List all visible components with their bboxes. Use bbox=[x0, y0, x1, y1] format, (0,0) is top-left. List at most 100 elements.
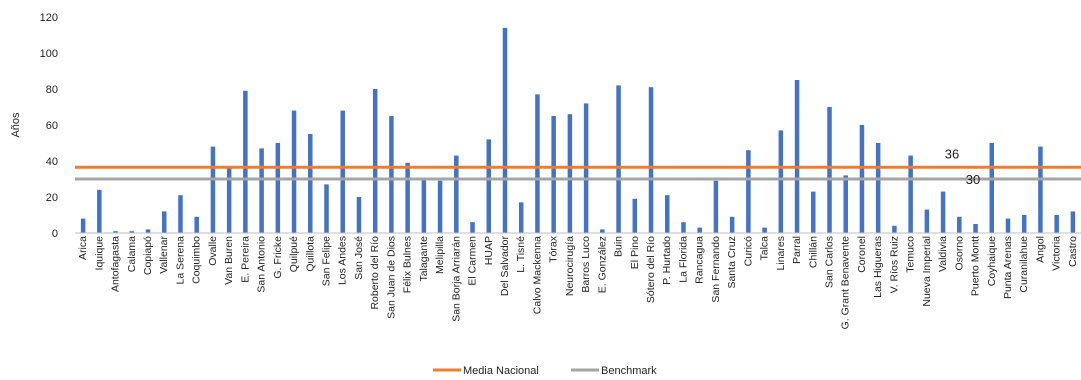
legend-label: Benchmark bbox=[601, 365, 657, 377]
bar bbox=[1038, 146, 1043, 233]
x-tick-label: Angol bbox=[1034, 236, 1046, 263]
bar bbox=[1054, 215, 1059, 233]
bar bbox=[535, 94, 540, 234]
bar bbox=[632, 198, 638, 233]
y-tick-label: 40 bbox=[46, 156, 58, 168]
bar bbox=[259, 148, 264, 233]
bar bbox=[389, 116, 394, 233]
bar bbox=[567, 114, 573, 233]
bar bbox=[713, 180, 719, 233]
bar bbox=[421, 179, 427, 233]
x-tick-label: HUAP bbox=[483, 236, 495, 265]
bar bbox=[324, 184, 329, 233]
x-tick-label: Buin bbox=[613, 236, 625, 257]
bar bbox=[1021, 215, 1027, 233]
bar bbox=[924, 209, 930, 233]
x-tick-label: Victoria bbox=[1051, 236, 1063, 271]
x-tick-label: Curicó bbox=[742, 236, 754, 267]
reference-lines: 36 30 bbox=[75, 146, 1081, 187]
x-tick-label: Santa Cruz bbox=[726, 236, 738, 289]
bar bbox=[80, 218, 86, 233]
x-tick-label: Vallenar bbox=[158, 236, 170, 274]
x-tick-label: San Felipe bbox=[321, 236, 333, 286]
x-tick-label: San Fernando bbox=[710, 236, 722, 303]
bar bbox=[113, 231, 118, 233]
x-tick-label: Melipilla bbox=[434, 236, 446, 274]
bar bbox=[275, 143, 281, 233]
y-axis-title: Años bbox=[10, 112, 22, 138]
bar bbox=[908, 155, 913, 233]
x-tick-label: Coquimbo bbox=[191, 236, 203, 284]
bar bbox=[600, 229, 605, 233]
x-tick-label: Puerto Montt bbox=[970, 236, 982, 296]
x-tick-label: Roberto del Río bbox=[369, 236, 381, 310]
bar bbox=[664, 195, 670, 233]
x-tick-label: San Antonio bbox=[256, 236, 268, 293]
bar bbox=[145, 229, 151, 233]
bar bbox=[226, 168, 232, 233]
x-tick-label: Félix Bulnes bbox=[402, 236, 414, 293]
x-tick-label: La Serena bbox=[174, 236, 186, 285]
x-tick-label: Rancagua bbox=[694, 236, 706, 284]
bar bbox=[778, 130, 784, 233]
x-tick-label: Coyhaique bbox=[986, 236, 998, 286]
bar bbox=[486, 139, 492, 233]
bar bbox=[875, 143, 881, 233]
x-tick-label: San Borja Arriarán bbox=[450, 236, 462, 322]
bar bbox=[1070, 211, 1076, 233]
bar bbox=[892, 225, 897, 233]
x-tick-label: G. Fricke bbox=[272, 236, 284, 279]
x-tick-label: G. Grant Benavente bbox=[840, 236, 852, 330]
bar bbox=[194, 216, 199, 233]
x-tick-label: Curanilahue bbox=[1018, 236, 1030, 293]
reference-line-label: 30 bbox=[966, 172, 980, 187]
bar bbox=[470, 222, 475, 233]
legend-label: Media Nacional bbox=[463, 365, 539, 377]
x-tick-label: Linares bbox=[775, 236, 787, 270]
x-tick-label: Antofagasta bbox=[110, 236, 122, 292]
x-tick-label: Quilpué bbox=[288, 236, 300, 272]
bar bbox=[762, 227, 767, 233]
bar bbox=[729, 216, 735, 233]
bar bbox=[518, 202, 524, 233]
x-tick-label: Castro bbox=[1067, 236, 1079, 267]
x-tick-label: P. Hurtado bbox=[661, 236, 673, 285]
y-tick-label: 0 bbox=[52, 228, 58, 240]
y-tick-label: 60 bbox=[46, 120, 58, 132]
bar bbox=[973, 224, 978, 233]
x-tick-label: Van Buren bbox=[223, 236, 235, 285]
bar bbox=[746, 150, 751, 233]
y-tick-label: 80 bbox=[46, 84, 58, 96]
bar bbox=[794, 80, 800, 233]
bar bbox=[97, 189, 102, 233]
bar bbox=[340, 110, 345, 233]
x-tick-label: Los Andes bbox=[337, 236, 349, 285]
bar bbox=[843, 175, 848, 233]
x-tick-label: Quillota bbox=[304, 236, 316, 272]
x-tick-label: Del Salvador bbox=[499, 236, 511, 297]
x-tick-label: La Florida bbox=[677, 236, 689, 283]
x-tick-label: Parral bbox=[791, 236, 803, 264]
reference-line-label: 36 bbox=[945, 146, 959, 161]
x-tick-label: E. González bbox=[596, 236, 608, 293]
bar bbox=[356, 197, 362, 233]
bar bbox=[291, 110, 297, 233]
legend: Media Nacional Benchmark bbox=[433, 365, 657, 377]
bar bbox=[1005, 218, 1011, 233]
x-tick-label: Tórax bbox=[548, 235, 560, 263]
x-tick-label: Calama bbox=[126, 236, 138, 272]
x-tick-label: Valdivia bbox=[937, 236, 949, 272]
bar bbox=[957, 216, 962, 233]
bar bbox=[681, 222, 686, 233]
bar bbox=[551, 116, 556, 233]
bar bbox=[243, 90, 248, 233]
bar bbox=[437, 180, 443, 233]
x-tick-label: San José bbox=[353, 236, 365, 280]
x-tick-label: Las Higueras bbox=[872, 236, 884, 298]
x-tick-label: Calvo Mackenna bbox=[531, 236, 543, 314]
x-tick-label: Temuco bbox=[905, 236, 917, 273]
x-tick-label: El Carmen bbox=[467, 236, 479, 286]
x-tick-label: Osorno bbox=[953, 236, 965, 271]
bar bbox=[405, 162, 410, 233]
bar bbox=[827, 107, 832, 233]
